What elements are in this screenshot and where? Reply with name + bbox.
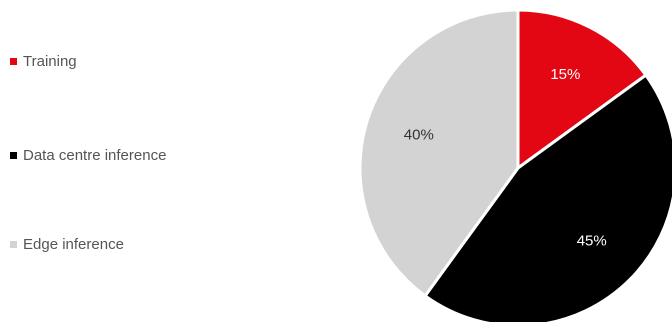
legend-label-training: Training: [23, 52, 77, 70]
pie-slices: [358, 8, 672, 322]
pie-slice-label-training: 15%: [550, 66, 580, 83]
pie-slice-training: [516, 8, 648, 170]
legend-item-data-centre-inference: Data centre inference: [10, 145, 166, 165]
legend-item-edge-inference: Edge inference: [10, 234, 124, 254]
legend-swatch-training: [10, 57, 17, 65]
chart-legend: Training Data centre inference Edge infe…: [10, 0, 330, 322]
legend-item-training: Training: [10, 51, 77, 71]
pie-slice-data-centre-inference: [423, 73, 672, 322]
legend-swatch-edge-inference: [10, 240, 17, 248]
legend-label-edge-inference: Edge inference: [23, 235, 124, 253]
legend-label-data-centre-inference: Data centre inference: [23, 146, 167, 164]
pie-slice-edge-inference: [358, 8, 520, 298]
pie-slice-label-edge-inference: 40%: [404, 127, 434, 144]
pie-slice-labels: 15% 45% 40%: [404, 66, 607, 250]
legend-swatch-data-centre-inference: [10, 151, 17, 159]
pie-slice-label-data-centre-inference: 45%: [577, 233, 607, 250]
